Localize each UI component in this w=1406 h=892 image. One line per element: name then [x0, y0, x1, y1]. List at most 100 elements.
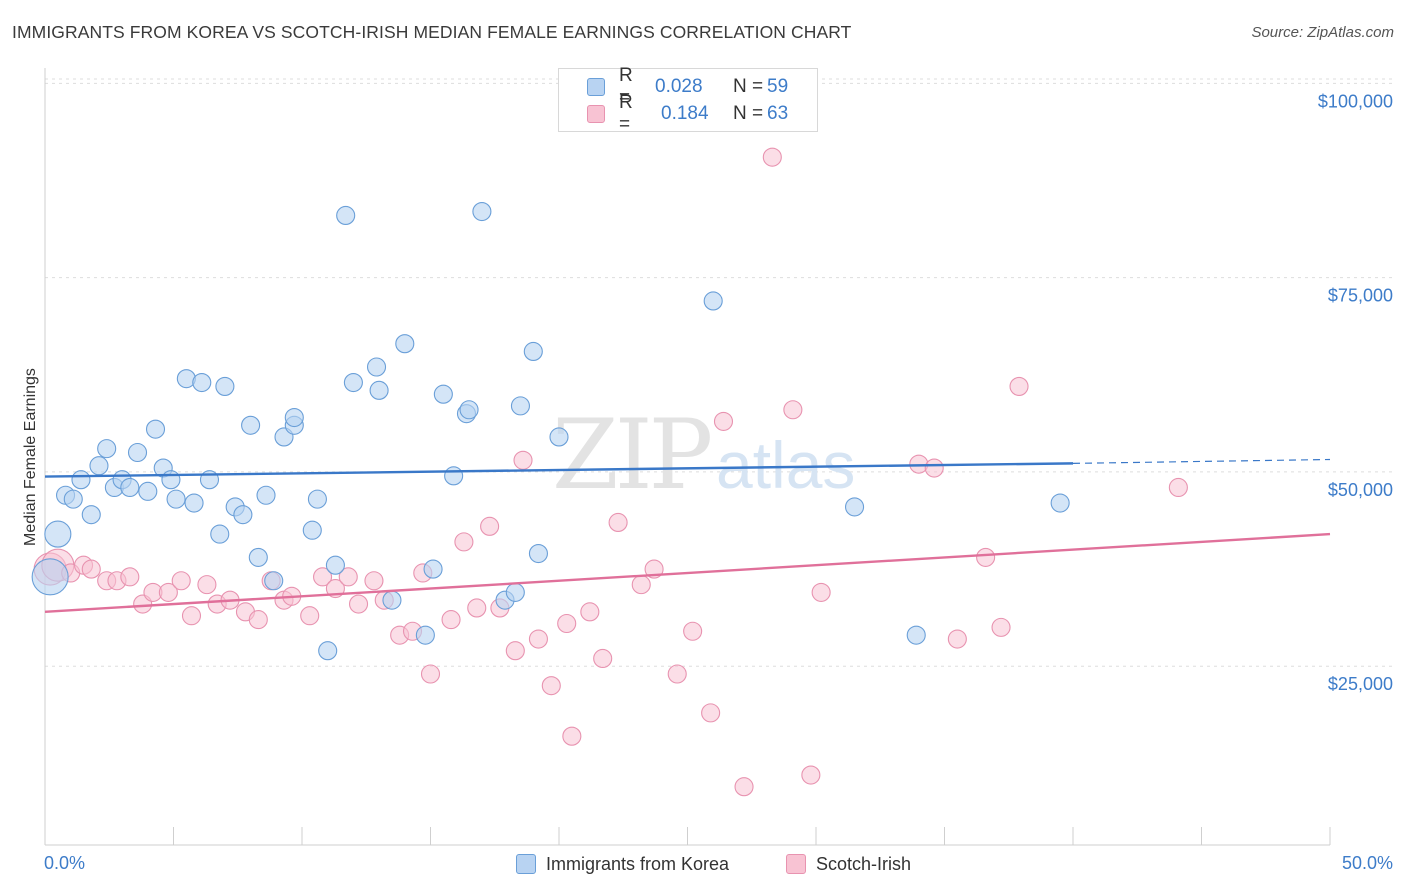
legend-r-value: 0.028	[655, 76, 703, 97]
korea-point	[138, 481, 158, 501]
legend: R = 0.028 N = 59 R = 0.184 N = 63	[558, 65, 818, 135]
korea-point	[510, 396, 531, 416]
korea-point	[549, 427, 569, 447]
bottom-legend-swatch-scotch-irish	[786, 854, 806, 874]
korea-point	[343, 372, 363, 393]
korea-point	[423, 559, 443, 579]
scotch-irish-point	[631, 575, 651, 595]
korea-point	[906, 625, 926, 645]
scotch-irish-point	[181, 606, 202, 626]
ticks: $25,000 $50,000 $75,000 $100,000 0.0% 50.0%	[44, 91, 1393, 873]
korea-point	[210, 524, 230, 544]
scotch-irish-point	[811, 582, 831, 602]
korea-point	[215, 376, 235, 396]
korea-point	[528, 543, 548, 564]
korea-point	[433, 384, 453, 404]
korea-point	[63, 489, 83, 509]
korea-point	[336, 205, 356, 225]
bottom-legend-scotch-irish: Scotch-Irish	[786, 852, 911, 876]
korea-point	[395, 334, 415, 354]
korea-point	[31, 558, 69, 596]
korea-point	[71, 470, 91, 490]
bottom-legend-label-korea: Immigrants from Korea	[546, 853, 730, 874]
scotch-irish-point	[120, 567, 140, 587]
korea-point	[233, 505, 253, 525]
source-label: Source: ZipAtlas.com	[1251, 24, 1394, 41]
scotch-irish-point	[513, 450, 533, 470]
korea-point	[256, 485, 276, 505]
watermark-zip: ZIP	[552, 399, 711, 511]
korea-point	[472, 202, 492, 222]
scotch-irish-point	[713, 411, 734, 431]
chart-title: IMMIGRANTS FROM KOREA VS SCOTCH-IRISH ME…	[12, 22, 852, 42]
korea-trend-line	[44, 462, 1074, 478]
legend-swatch-scotch-irish	[587, 105, 605, 123]
scotch-irish-point	[467, 598, 487, 618]
korea-point	[523, 341, 543, 362]
scotch-irish-point	[480, 516, 500, 536]
y-axis-title: Median Female Earnings	[22, 368, 39, 546]
korea-point	[459, 400, 479, 420]
legend-row-korea: R = 0.028 N = 59	[587, 65, 788, 108]
scotch-irish-point	[197, 575, 217, 595]
korea-point	[369, 380, 389, 400]
legend-n-label: N =	[733, 103, 764, 124]
scotch-irish-point	[454, 532, 474, 552]
korea-point	[284, 407, 304, 428]
korea-point	[444, 466, 464, 486]
scotch-irish-point	[505, 641, 525, 661]
scotch-irish-point	[593, 648, 613, 669]
scotch-irish-point	[924, 458, 944, 478]
korea-trend-extension	[1072, 458, 1331, 464]
legend-r-label: R =	[619, 92, 633, 135]
scotch-irish-point	[701, 703, 721, 723]
korea-point	[97, 439, 117, 459]
korea-point	[318, 641, 338, 661]
korea-point	[161, 470, 181, 490]
scotch-irish-point	[338, 567, 358, 587]
korea-point	[44, 520, 72, 548]
legend-row-scotch-irish: R = 0.184 N = 63	[587, 92, 788, 135]
scotch-irish-point	[762, 147, 782, 167]
korea-point	[120, 477, 140, 498]
korea-point	[184, 493, 204, 513]
legend-swatch-korea	[587, 78, 605, 96]
scotch-irish-point	[801, 765, 821, 785]
bottom-legend-swatch-korea	[516, 854, 536, 874]
legend-r-label: R =	[619, 65, 633, 108]
bottom-legend-label-scotch-irish: Scotch-Irish	[816, 853, 912, 874]
scotch-irish-point	[667, 664, 687, 684]
korea-point	[302, 520, 322, 540]
scotch-irish-point	[683, 621, 703, 641]
y-tick-label: $25,000	[1328, 674, 1393, 694]
scotch-irish-point	[991, 617, 1011, 637]
korea-point	[89, 456, 109, 476]
korea-point	[382, 590, 402, 610]
scotch-irish-point	[300, 606, 320, 626]
scotch-irish-point	[1168, 477, 1188, 498]
scotch-irish-point	[248, 610, 268, 630]
korea-point	[307, 489, 327, 509]
scotch-irish-point	[734, 777, 754, 797]
scotch-irish-point	[158, 582, 178, 602]
legend-n-label: N =	[733, 76, 764, 97]
x-tick-label: 50.0%	[1342, 853, 1393, 873]
scotch-irish-point	[783, 400, 803, 420]
korea-points	[31, 202, 1070, 661]
scotch-irish-point	[557, 613, 577, 634]
watermark-atlas: atlas	[716, 428, 855, 502]
korea-point	[166, 489, 186, 509]
korea-point	[81, 505, 101, 525]
scotch-irish-point	[364, 571, 384, 591]
korea-point	[1050, 493, 1070, 513]
y-tick-label: $100,000	[1318, 91, 1393, 111]
scotch-irish-point	[541, 676, 561, 696]
scotch-irish-point	[81, 559, 101, 579]
korea-point	[703, 291, 723, 311]
x-tick-label: 0.0%	[44, 853, 85, 873]
korea-point	[192, 372, 212, 393]
scotch-irish-point	[420, 664, 441, 684]
y-tick-label: $50,000	[1328, 480, 1393, 500]
korea-point	[325, 555, 345, 575]
